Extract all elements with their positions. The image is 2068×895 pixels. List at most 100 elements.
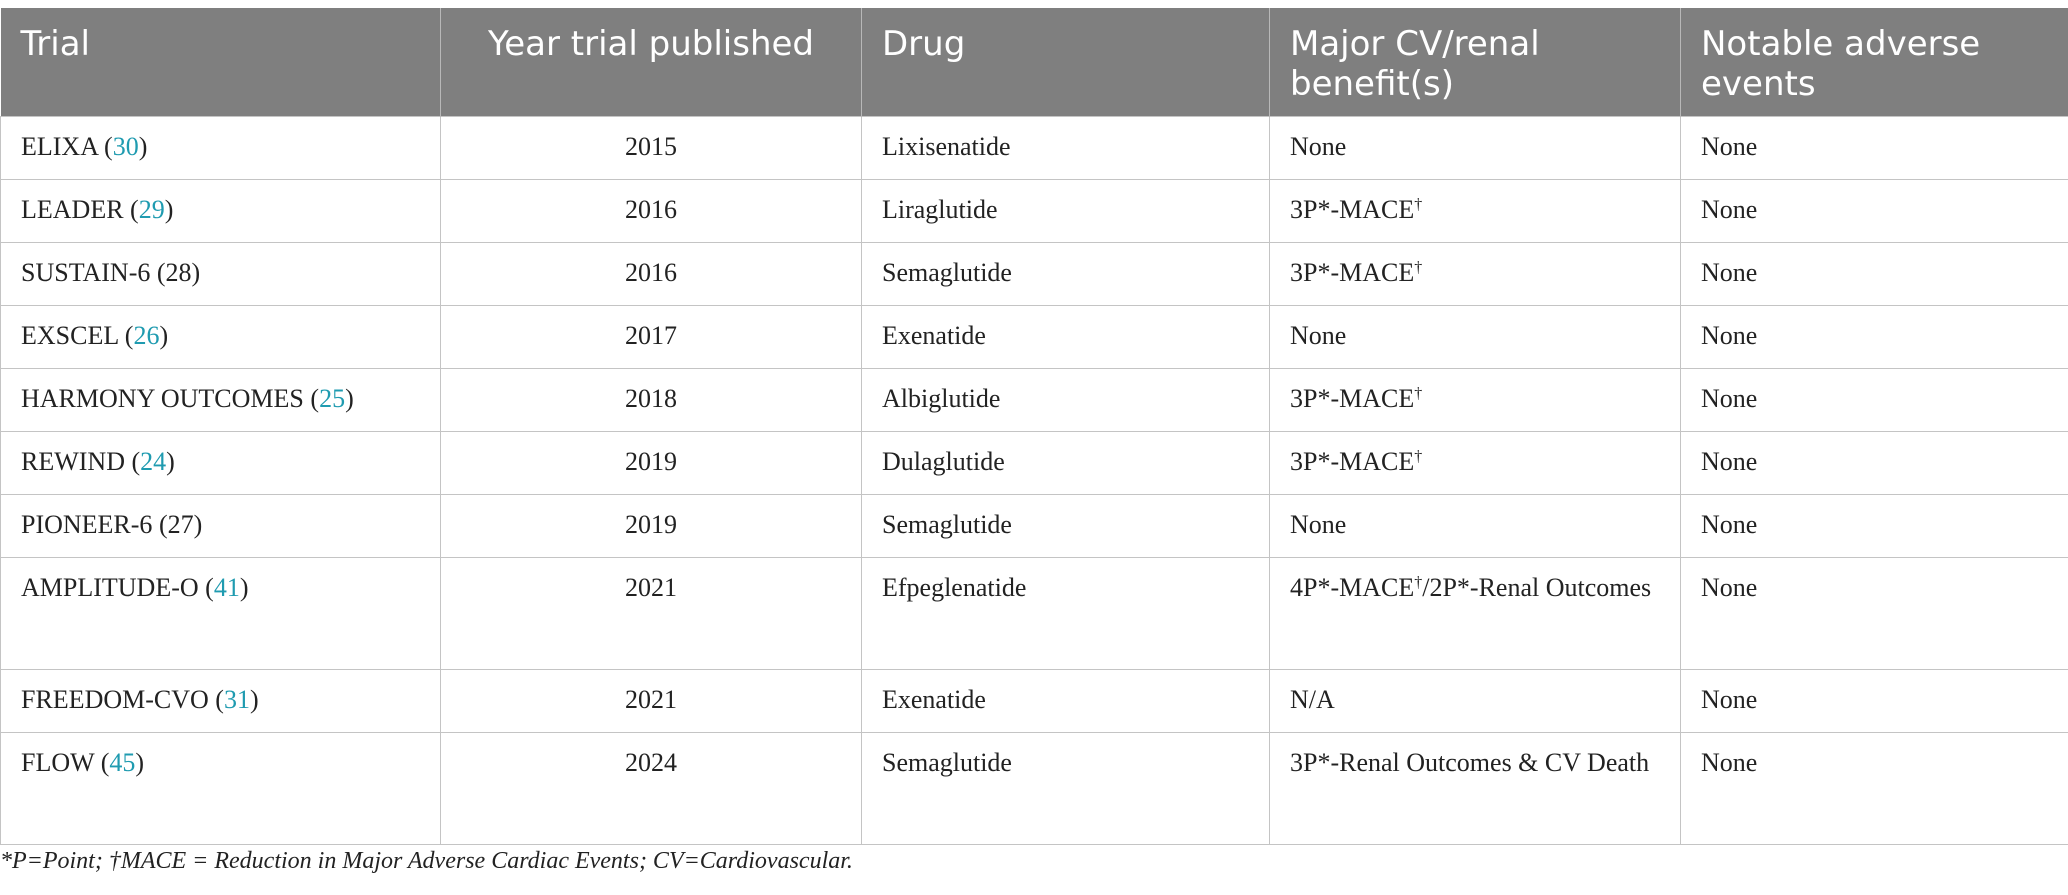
- cell-adverse: None: [1680, 494, 2068, 558]
- header-drug: Drug: [861, 8, 1270, 117]
- cell-adverse: None: [1680, 179, 2068, 243]
- cell-drug: Liraglutide: [861, 179, 1270, 243]
- reference-number: 28: [165, 258, 192, 287]
- trial-name: PIONEER-6: [21, 510, 153, 539]
- cell-adverse: None: [1680, 368, 2068, 432]
- table-body: ELIXA (30) 2015 Lixisenatide None None LEADER…: [0, 116, 2068, 845]
- table-row: HARMONY OUTCOMES (25) 2018 Albiglutide 3P*-…: [0, 368, 2068, 432]
- benefit-text-continued: /2P*-Renal Outcomes: [1422, 573, 1652, 602]
- table-row: EXSCEL (26) 2017 Exenatide None None: [0, 305, 2068, 369]
- cell-year: 2015: [440, 116, 862, 180]
- cell-trial: LEADER (29): [0, 179, 441, 243]
- cell-drug: Semaglutide: [861, 494, 1270, 558]
- reference-link[interactable]: 45: [109, 748, 136, 777]
- reference-link[interactable]: 30: [112, 132, 139, 161]
- trial-name: EXSCEL: [21, 321, 119, 350]
- cell-year: 2018: [440, 368, 862, 432]
- table-row: REWIND (24) 2019 Dulaglutide 3P*-MACE† None: [0, 431, 2068, 495]
- benefit-text: 3P*-MACE: [1290, 384, 1415, 413]
- cell-adverse: None: [1680, 305, 2068, 369]
- trial-name: REWIND: [21, 447, 125, 476]
- reference-link[interactable]: 29: [138, 195, 165, 224]
- cell-drug: Dulaglutide: [861, 431, 1270, 495]
- cell-year: 2016: [440, 242, 862, 306]
- cell-benefit: None: [1269, 494, 1681, 558]
- trial-name: AMPLITUDE-O: [21, 573, 199, 602]
- table-row: ELIXA (30) 2015 Lixisenatide None None: [0, 116, 2068, 180]
- cell-year: 2021: [440, 669, 862, 733]
- cell-benefit: None: [1269, 116, 1681, 180]
- cell-benefit: 3P*-MACE†: [1269, 242, 1681, 306]
- header-year: Year trial published: [440, 8, 862, 117]
- reference-number: 27: [167, 510, 194, 539]
- cell-trial: REWIND (24): [0, 431, 441, 495]
- cell-year: 2019: [440, 431, 862, 495]
- cell-adverse: None: [1680, 242, 2068, 306]
- header-benefit: Major CV/renal benefit(s): [1269, 8, 1681, 117]
- trial-name: FLOW: [21, 748, 95, 777]
- cell-trial: PIONEER-6 (27): [0, 494, 441, 558]
- cell-benefit: 3P*-MACE†: [1269, 368, 1681, 432]
- benefit-text: 3P*-Renal Outcomes & CV Death: [1290, 748, 1650, 777]
- reference-link[interactable]: 24: [140, 447, 167, 476]
- reference-link[interactable]: 26: [133, 321, 160, 350]
- cell-trial: AMPLITUDE-O (41): [0, 557, 441, 670]
- table-row: LEADER (29) 2016 Liraglutide 3P*-MACE† None: [0, 179, 2068, 243]
- cell-adverse: None: [1680, 669, 2068, 733]
- trial-name: SUSTAIN-6: [21, 258, 151, 287]
- cell-year: 2016: [440, 179, 862, 243]
- benefit-text: 3P*-MACE: [1290, 258, 1415, 287]
- benefit-text: 3P*-MACE: [1290, 195, 1415, 224]
- cell-year: 2019: [440, 494, 862, 558]
- cell-benefit: 4P*-MACE†/2P*-Renal Outcomes: [1269, 557, 1681, 670]
- reference-link[interactable]: 41: [213, 573, 240, 602]
- cell-adverse: None: [1680, 116, 2068, 180]
- benefit-text: None: [1290, 321, 1347, 350]
- cell-drug: Semaglutide: [861, 732, 1270, 845]
- benefit-text: None: [1290, 132, 1347, 161]
- dagger-superscript: †: [1414, 574, 1423, 591]
- trial-name: LEADER: [21, 195, 124, 224]
- cell-trial: FLOW (45): [0, 732, 441, 845]
- benefit-text: N/A: [1290, 685, 1335, 714]
- cell-trial: SUSTAIN-6 (28): [0, 242, 441, 306]
- table-row: FREEDOM-CVO (31) 2021 Exenatide N/A None: [0, 669, 2068, 733]
- cell-drug: Efpeglenatide: [861, 557, 1270, 670]
- cell-adverse: None: [1680, 431, 2068, 495]
- dagger-superscript: †: [1414, 385, 1423, 402]
- cell-drug: Exenatide: [861, 669, 1270, 733]
- table-row: PIONEER-6 (27) 2019 Semaglutide None None: [0, 494, 2068, 558]
- cell-year: 2017: [440, 305, 862, 369]
- cell-trial: EXSCEL (26): [0, 305, 441, 369]
- trials-table-container: Trial Year trial published Drug Major CV…: [0, 8, 2068, 845]
- header-row: Trial Year trial published Drug Major CV…: [0, 8, 2068, 117]
- cell-drug: Albiglutide: [861, 368, 1270, 432]
- reference-link[interactable]: 25: [319, 384, 346, 413]
- cell-benefit: 3P*-Renal Outcomes & CV Death: [1269, 732, 1681, 845]
- cell-adverse: None: [1680, 557, 2068, 670]
- cell-benefit: None: [1269, 305, 1681, 369]
- cell-drug: Exenatide: [861, 305, 1270, 369]
- trial-name: ELIXA: [21, 132, 98, 161]
- cell-year: 2021: [440, 557, 862, 670]
- cell-trial: ELIXA (30): [0, 116, 441, 180]
- cell-drug: Lixisenatide: [861, 116, 1270, 180]
- cell-trial: FREEDOM-CVO (31): [0, 669, 441, 733]
- cell-benefit: 3P*-MACE†: [1269, 179, 1681, 243]
- dagger-superscript: †: [1414, 259, 1423, 276]
- trial-name: HARMONY OUTCOMES: [21, 384, 304, 413]
- dagger-superscript: †: [1414, 448, 1423, 465]
- table-row: AMPLITUDE-O (41) 2021 Efpeglenatide 4P*-MAC…: [0, 557, 2068, 670]
- cell-benefit: 3P*-MACE†: [1269, 431, 1681, 495]
- benefit-text: 4P*-MACE: [1290, 573, 1415, 602]
- reference-link[interactable]: 31: [223, 685, 250, 714]
- header-trial: Trial: [0, 8, 441, 117]
- table-footnote: *P=Point; †MACE = Reduction in Major Adv…: [0, 848, 853, 874]
- cell-year: 2024: [440, 732, 862, 845]
- table-row: FLOW (45) 2024 Semaglutide 3P*-Renal Outcom…: [0, 732, 2068, 845]
- glp1-trials-table: Trial Year trial published Drug Major CV…: [0, 8, 2068, 845]
- cell-benefit: N/A: [1269, 669, 1681, 733]
- cell-trial: HARMONY OUTCOMES (25): [0, 368, 441, 432]
- dagger-superscript: †: [1414, 196, 1423, 213]
- cell-adverse: None: [1680, 732, 2068, 845]
